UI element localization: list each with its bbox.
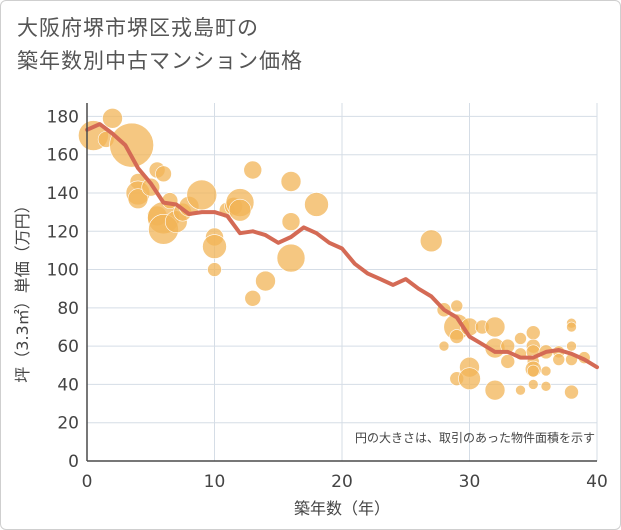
- bubble-point-62: [552, 353, 566, 366]
- bubble-point-34: [438, 340, 450, 352]
- y-tick-label-80: 80: [57, 299, 79, 319]
- x-tick-label-40: 40: [586, 472, 608, 492]
- axes: [86, 103, 597, 462]
- y-tick-label-0: 0: [68, 452, 79, 472]
- bubble-point-51: [525, 325, 541, 341]
- bubble-point-45: [484, 379, 506, 401]
- bubble-point-57: [527, 379, 539, 390]
- bubble-point-29: [281, 212, 301, 231]
- bubble-point-25: [243, 160, 263, 180]
- bubble-point-50: [515, 384, 526, 396]
- y-tick-label-60: 60: [57, 337, 79, 357]
- y-tick-label-140: 140: [47, 184, 79, 204]
- y-tick-label-40: 40: [57, 375, 79, 395]
- bubble-point-19: [202, 234, 227, 259]
- trend-line-group: [85, 122, 599, 370]
- bubble-point-41: [458, 367, 481, 390]
- bubble-point-47: [500, 354, 516, 369]
- bubble-point-43: [484, 316, 506, 338]
- bubble-point-26: [244, 289, 262, 307]
- tick-labels: 0 20 40 60 80 100 120 140 160 180 0 10 20 30 40: [47, 107, 608, 492]
- x-tick-label-0: 0: [82, 472, 93, 492]
- bubble-point-60: [540, 381, 552, 392]
- y-tick-label-160: 160: [47, 146, 79, 166]
- bubble-point-37: [449, 329, 465, 344]
- x-tick-label-30: 30: [459, 472, 481, 492]
- bubble-point-24: [228, 198, 252, 222]
- bubble-point-56: [526, 364, 540, 378]
- bubble-point-27: [255, 270, 276, 292]
- bubble-point-17: [186, 179, 218, 211]
- bubble-point-30: [276, 243, 306, 273]
- chart-title: 大阪府堺市堺区戎島町の 築年数別中古マンション価格: [17, 12, 303, 78]
- bubble-point-6: [127, 188, 149, 210]
- bubble-point-59: [540, 365, 552, 377]
- y-tick-label-20: 20: [57, 414, 79, 434]
- x-tick-label-10: 10: [204, 472, 226, 492]
- y-axis-label: 坪（3.3㎡）単価（万円）: [13, 197, 32, 382]
- chart-title-line-2: 築年数別中古マンション価格: [17, 49, 303, 73]
- size-note: 円の大きさは、取引のあった物件面積を示す: [355, 430, 595, 445]
- y-tick-label-100: 100: [47, 261, 79, 281]
- bubble-point-35: [450, 299, 464, 313]
- y-tick-label-180: 180: [47, 107, 79, 127]
- x-tick-label-20: 20: [331, 472, 353, 492]
- grid-lines: [87, 103, 598, 461]
- bubble-point-20: [207, 262, 222, 277]
- y-tick-label-120: 120: [47, 222, 79, 242]
- chart-title-line-1: 大阪府堺市堺区戎島町の: [17, 16, 259, 40]
- bubble-point-65: [566, 340, 577, 352]
- bubble-point-3: [109, 122, 154, 168]
- bubble-point-32: [419, 229, 443, 253]
- bubble-point-48: [514, 332, 527, 345]
- bubble-point-10: [155, 165, 172, 183]
- bubble-point-2: [102, 108, 123, 129]
- x-axis-label: 築年数（年）: [294, 499, 390, 518]
- bubble-point-28: [280, 171, 302, 192]
- bubble-point-67: [564, 384, 579, 400]
- trend-line: [85, 122, 599, 370]
- bubble-point-64: [566, 321, 577, 333]
- bubble-point-31: [304, 192, 329, 217]
